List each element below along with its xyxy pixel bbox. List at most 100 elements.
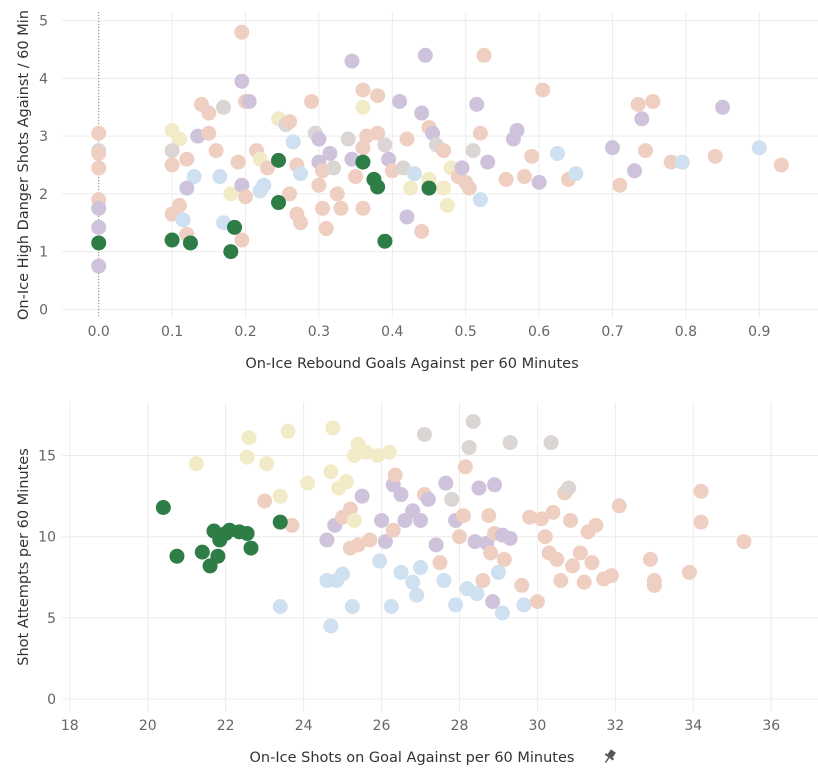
scatter-point[interactable]	[355, 82, 371, 98]
scatter-point[interactable]	[432, 555, 448, 571]
scatter-point[interactable]	[439, 197, 455, 213]
scatter-point[interactable]	[502, 435, 518, 451]
highlighted-point[interactable]	[182, 235, 198, 251]
scatter-point[interactable]	[436, 573, 452, 589]
scatter-point[interactable]	[392, 93, 408, 109]
scatter-point[interactable]	[259, 456, 275, 472]
scatter-point[interactable]	[465, 143, 481, 159]
scatter-point[interactable]	[604, 140, 620, 156]
scatter-point[interactable]	[284, 517, 300, 533]
scatter-point[interactable]	[509, 122, 525, 138]
scatter-point[interactable]	[280, 423, 296, 439]
scatter-point[interactable]	[646, 573, 662, 589]
scatter-point[interactable]	[549, 145, 565, 161]
scatter-point[interactable]	[414, 223, 430, 239]
scatter-point[interactable]	[282, 186, 298, 202]
scatter-point[interactable]	[370, 448, 386, 464]
scatter-point[interactable]	[543, 435, 559, 451]
highlighted-point[interactable]	[377, 233, 393, 249]
scatter-point[interactable]	[576, 574, 592, 590]
scatter-point[interactable]	[164, 157, 180, 173]
scatter-point[interactable]	[333, 200, 349, 216]
scatter-point[interactable]	[362, 532, 378, 548]
highlighted-point[interactable]	[271, 195, 287, 211]
highlighted-point[interactable]	[210, 548, 226, 564]
scatter-point[interactable]	[285, 134, 301, 150]
scatter-point[interactable]	[561, 480, 577, 496]
scatter-point[interactable]	[326, 160, 342, 176]
scatter-point[interactable]	[472, 192, 488, 208]
scatter-point[interactable]	[516, 597, 532, 613]
scatter-point[interactable]	[485, 594, 501, 610]
scatter-point[interactable]	[414, 105, 430, 121]
scatter-point[interactable]	[300, 475, 316, 491]
scatter-point[interactable]	[175, 212, 191, 228]
scatter-point[interactable]	[91, 125, 107, 141]
scatter-point[interactable]	[230, 154, 246, 170]
scatter-point[interactable]	[355, 200, 371, 216]
scatter-point[interactable]	[325, 420, 341, 436]
scatter-point[interactable]	[524, 148, 540, 164]
highlighted-point[interactable]	[223, 244, 239, 260]
scatter-point[interactable]	[381, 444, 397, 460]
scatter-point[interactable]	[467, 534, 483, 550]
scatter-point[interactable]	[553, 573, 569, 589]
scatter-point[interactable]	[329, 186, 345, 202]
scatter-point[interactable]	[405, 574, 421, 590]
scatter-point[interactable]	[457, 459, 473, 475]
scatter-point[interactable]	[693, 514, 709, 530]
highlighted-point[interactable]	[272, 514, 288, 530]
scatter-point[interactable]	[354, 488, 370, 504]
scatter-point[interactable]	[370, 125, 386, 141]
scatter-point[interactable]	[436, 180, 452, 196]
scatter-point[interactable]	[476, 47, 492, 63]
scatter-point[interactable]	[444, 491, 460, 507]
scatter-point[interactable]	[342, 501, 358, 517]
scatter-point[interactable]	[241, 93, 257, 109]
scatter-point[interactable]	[409, 587, 425, 603]
scatter-point[interactable]	[91, 200, 107, 216]
scatter-point[interactable]	[234, 232, 250, 248]
scatter-point[interactable]	[455, 508, 471, 524]
highlighted-point[interactable]	[370, 179, 386, 195]
scatter-point[interactable]	[387, 467, 403, 483]
scatter-point[interactable]	[179, 151, 195, 167]
scatter-point[interactable]	[164, 206, 180, 222]
scatter-point[interactable]	[611, 498, 627, 514]
scatter-point[interactable]	[425, 125, 441, 141]
scatter-point[interactable]	[346, 512, 362, 528]
scatter-point[interactable]	[348, 169, 364, 185]
scatter-point[interactable]	[383, 599, 399, 615]
scatter-point[interactable]	[381, 151, 397, 167]
scatter-point[interactable]	[584, 555, 600, 571]
scatter-point[interactable]	[588, 517, 604, 533]
scatter-point[interactable]	[91, 145, 107, 161]
highlighted-point[interactable]	[355, 154, 371, 170]
scatter-point[interactable]	[537, 529, 553, 545]
scatter-point[interactable]	[91, 219, 107, 235]
scatter-point[interactable]	[212, 169, 228, 185]
scatter-point[interactable]	[377, 137, 393, 153]
highlighted-point[interactable]	[271, 152, 287, 168]
scatter-point[interactable]	[663, 154, 679, 170]
scatter-point[interactable]	[201, 105, 217, 121]
scatter-point[interactable]	[374, 512, 390, 528]
scatter-point[interactable]	[603, 568, 619, 584]
scatter-point[interactable]	[630, 96, 646, 112]
scatter-point[interactable]	[335, 566, 351, 582]
scatter-point[interactable]	[385, 522, 401, 538]
scatter-point[interactable]	[469, 586, 485, 602]
scatter-point[interactable]	[413, 560, 429, 576]
scatter-point[interactable]	[448, 597, 464, 613]
scatter-point[interactable]	[377, 534, 393, 550]
scatter-point[interactable]	[494, 605, 510, 621]
highlighted-point[interactable]	[194, 544, 210, 560]
scatter-point[interactable]	[773, 157, 789, 173]
scatter-point[interactable]	[91, 258, 107, 274]
highlighted-point[interactable]	[91, 235, 107, 251]
highlighted-point[interactable]	[169, 548, 185, 564]
scatter-point[interactable]	[681, 564, 697, 580]
scatter-point[interactable]	[201, 125, 217, 141]
scatter-point[interactable]	[612, 177, 628, 193]
scatter-point[interactable]	[355, 140, 371, 156]
